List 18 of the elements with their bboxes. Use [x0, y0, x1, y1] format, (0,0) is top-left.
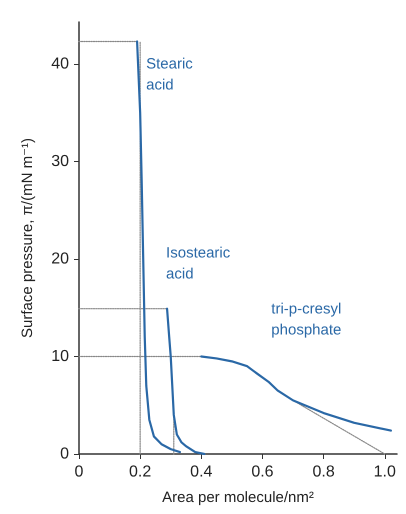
- y-tick-label: 40: [51, 55, 70, 72]
- y-tick-label: 20: [51, 250, 70, 268]
- text: tri-p-cresyl phosphate: [271, 300, 342, 338]
- x-tick-label: 0.4: [190, 464, 213, 480]
- x-tick-label: 0.6: [251, 464, 274, 480]
- x-axis-title: Area per molecule/nm²: [162, 489, 314, 506]
- y-axis-title: Surface pressure, π/(mN m⁻¹): [19, 138, 36, 338]
- x-tick-label: 1.0: [374, 464, 396, 480]
- x-tick-label: 0.2: [129, 464, 152, 480]
- x-tick-label: 0: [74, 464, 84, 480]
- line-series: [166, 308, 206, 456]
- series-label: Stearic acid: [146, 56, 194, 94]
- y-tick-label: 0: [60, 446, 70, 462]
- x-tick-label: 0.8: [312, 464, 335, 480]
- y-tick-label: 10: [51, 348, 70, 365]
- series-label: Isostearic acid: [166, 244, 231, 283]
- line-series: [200, 355, 392, 432]
- y-tick-label: 30: [51, 152, 70, 170]
